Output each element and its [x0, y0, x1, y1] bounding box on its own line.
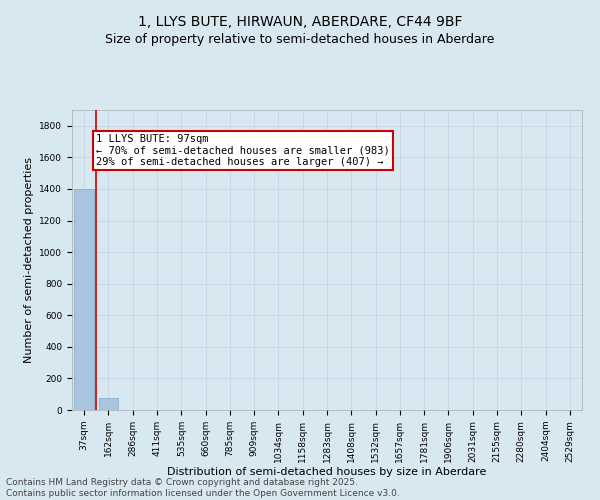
Text: Contains HM Land Registry data © Crown copyright and database right 2025.
Contai: Contains HM Land Registry data © Crown c… [6, 478, 400, 498]
Y-axis label: Number of semi-detached properties: Number of semi-detached properties [24, 157, 34, 363]
Text: 1 LLYS BUTE: 97sqm
← 70% of semi-detached houses are smaller (983)
29% of semi-d: 1 LLYS BUTE: 97sqm ← 70% of semi-detache… [96, 134, 390, 167]
Bar [99, 398, 118, 410]
Text: Size of property relative to semi-detached houses in Aberdare: Size of property relative to semi-detach… [106, 32, 494, 46]
Text: 1, LLYS BUTE, HIRWAUN, ABERDARE, CF44 9BF: 1, LLYS BUTE, HIRWAUN, ABERDARE, CF44 9B… [138, 15, 462, 29]
X-axis label: Distribution of semi-detached houses by size in Aberdare: Distribution of semi-detached houses by … [167, 468, 487, 477]
Bar [74, 189, 94, 410]
